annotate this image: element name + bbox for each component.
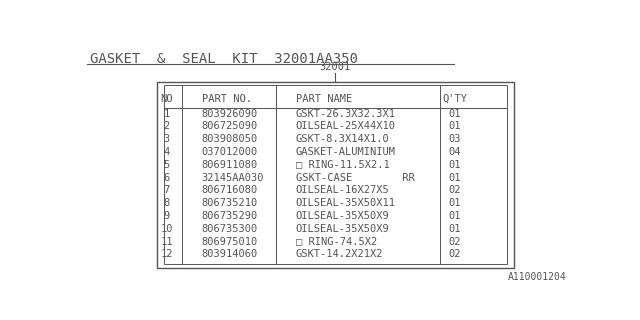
Text: 806725090: 806725090 (202, 121, 258, 132)
Text: 806975010: 806975010 (202, 237, 258, 247)
Text: 5: 5 (164, 160, 170, 170)
Text: A110001204: A110001204 (508, 272, 566, 282)
Text: 01: 01 (448, 172, 461, 183)
Text: 12: 12 (161, 250, 173, 260)
Text: 01: 01 (448, 198, 461, 208)
Text: 01: 01 (448, 211, 461, 221)
Bar (157, 82, 514, 268)
Text: □ RING-11.5X2.1: □ RING-11.5X2.1 (296, 160, 390, 170)
Text: GASKET  &  SEAL  KIT  32001AA350: GASKET & SEAL KIT 32001AA350 (90, 52, 358, 66)
Text: 806735290: 806735290 (202, 211, 258, 221)
Text: GSKT-CASE        RR: GSKT-CASE RR (296, 172, 415, 183)
Text: GSKT-14.2X21X2: GSKT-14.2X21X2 (296, 250, 383, 260)
Bar (164, 85, 507, 264)
Text: 11: 11 (161, 237, 173, 247)
Text: 01: 01 (448, 160, 461, 170)
Text: NO: NO (161, 94, 173, 104)
Text: 32145AA030: 32145AA030 (202, 172, 264, 183)
Text: 4: 4 (164, 147, 170, 157)
Text: 02: 02 (448, 250, 461, 260)
Text: OILSEAL-25X44X10: OILSEAL-25X44X10 (296, 121, 396, 132)
Text: □ RING-74.5X2: □ RING-74.5X2 (296, 237, 377, 247)
Text: 806735210: 806735210 (202, 198, 258, 208)
Text: 806716080: 806716080 (202, 185, 258, 196)
Text: 10: 10 (161, 224, 173, 234)
Text: 803908050: 803908050 (202, 134, 258, 144)
Text: GASKET-ALUMINIUM: GASKET-ALUMINIUM (296, 147, 396, 157)
Text: 03: 03 (448, 134, 461, 144)
Text: 01: 01 (448, 121, 461, 132)
Text: 02: 02 (448, 237, 461, 247)
Text: 806911080: 806911080 (202, 160, 258, 170)
Text: GSKT-26.3X32.3X1: GSKT-26.3X32.3X1 (296, 108, 396, 118)
Text: PART NAME: PART NAME (296, 94, 352, 104)
Text: 6: 6 (164, 172, 170, 183)
Text: OILSEAL-35X50X9: OILSEAL-35X50X9 (296, 211, 390, 221)
Text: 9: 9 (164, 211, 170, 221)
Text: Q'TY: Q'TY (442, 94, 467, 104)
Text: 02: 02 (448, 185, 461, 196)
Text: OILSEAL-16X27X5: OILSEAL-16X27X5 (296, 185, 390, 196)
Text: 7: 7 (164, 185, 170, 196)
Text: 803914060: 803914060 (202, 250, 258, 260)
Text: 32001: 32001 (320, 62, 351, 72)
Text: 04: 04 (448, 147, 461, 157)
Text: 01: 01 (448, 108, 461, 118)
Text: 3: 3 (164, 134, 170, 144)
Text: GSKT-8.3X14X1.0: GSKT-8.3X14X1.0 (296, 134, 390, 144)
Text: OILSEAL-35X50X11: OILSEAL-35X50X11 (296, 198, 396, 208)
Text: 803926090: 803926090 (202, 108, 258, 118)
Text: 2: 2 (164, 121, 170, 132)
Text: 8: 8 (164, 198, 170, 208)
Text: 037012000: 037012000 (202, 147, 258, 157)
Text: 01: 01 (448, 224, 461, 234)
Text: 806735300: 806735300 (202, 224, 258, 234)
Text: 1: 1 (164, 108, 170, 118)
Text: OILSEAL-35X50X9: OILSEAL-35X50X9 (296, 224, 390, 234)
Text: PART NO.: PART NO. (202, 94, 252, 104)
